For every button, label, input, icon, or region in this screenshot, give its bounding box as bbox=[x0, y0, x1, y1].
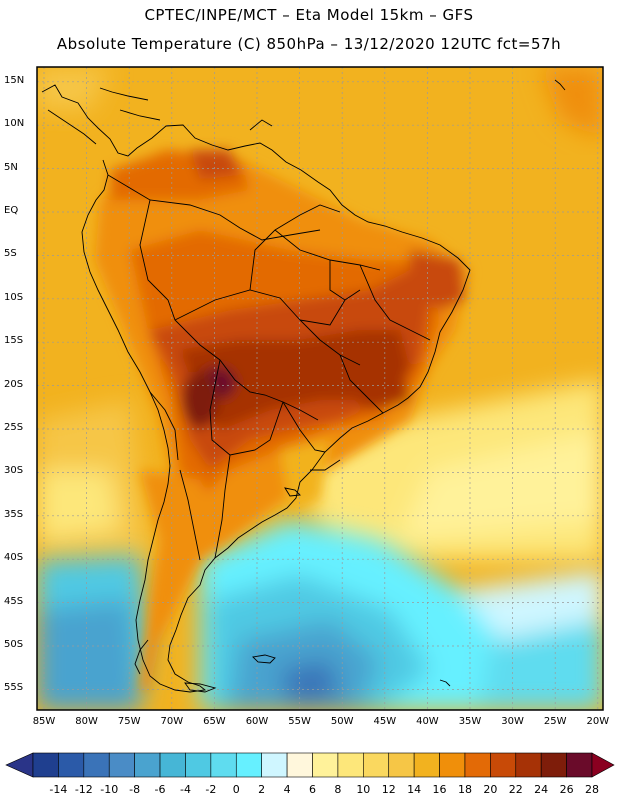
colorbar-swatch bbox=[83, 752, 110, 778]
latitude-tick-label: 10N bbox=[4, 118, 25, 130]
colorbar-tick-label: 14 bbox=[407, 783, 422, 796]
colorbar-swatch bbox=[286, 752, 313, 778]
colorbar-tick-label: 0 bbox=[232, 783, 240, 796]
longitude-tick-label: 30W bbox=[501, 716, 524, 727]
latitude-tick-label: 35S bbox=[4, 508, 24, 520]
longitude-tick-label: 60W bbox=[245, 716, 269, 727]
latitude-tick-label: 45S bbox=[4, 595, 24, 607]
latitude-tick-label: 10S bbox=[4, 291, 24, 303]
colorbar-swatch bbox=[235, 752, 262, 778]
colorbar-tick-label: 4 bbox=[283, 783, 291, 796]
colorbar-tick-label: 20 bbox=[483, 783, 498, 796]
colorbar-tick-label: 6 bbox=[309, 783, 316, 796]
latitude-tick-label: 15N bbox=[4, 74, 25, 86]
longitude-tick-label: 85W bbox=[32, 716, 56, 727]
longitude-tick-label: 55W bbox=[288, 716, 311, 727]
map-title-line2: Absolute Temperature (C) 850hPa – 13/12/… bbox=[56, 35, 562, 53]
map-title-line1: CPTEC/INPE/MCT – Eta Model 15km – GFS bbox=[144, 6, 474, 24]
graticule bbox=[37, 67, 603, 710]
longitude-tick-label: 65W bbox=[203, 716, 226, 727]
colorbar-tick-label: -14 bbox=[49, 783, 68, 796]
longitude-tick-label: 50W bbox=[330, 716, 354, 727]
colorbar-tick-label: 12 bbox=[381, 783, 396, 796]
colorbar bbox=[5, 752, 615, 778]
longitude-tick-label: 45W bbox=[373, 716, 397, 727]
map-frame bbox=[36, 66, 604, 711]
colorbar-swatch bbox=[363, 752, 390, 778]
colorbar-swatch bbox=[337, 752, 364, 778]
longitude-tick-label: 75W bbox=[117, 716, 141, 727]
colorbar-tick-label: 22 bbox=[508, 783, 523, 796]
colorbar-tick-label: 26 bbox=[559, 783, 574, 796]
latitude-tick-label: 55S bbox=[4, 682, 24, 694]
latitude-tick-label: 5N bbox=[4, 161, 18, 173]
colorbar-swatch bbox=[388, 752, 415, 778]
colorbar-swatch bbox=[261, 752, 288, 778]
colorbar-tick-label: 16 bbox=[432, 783, 447, 796]
colorbar-swatch bbox=[159, 752, 186, 778]
colorbar-swatch bbox=[134, 752, 161, 778]
colorbar-swatch bbox=[108, 752, 135, 778]
colorbar-swatch bbox=[185, 752, 212, 778]
longitude-tick-label: 20W bbox=[586, 716, 610, 727]
colorbar-swatch bbox=[312, 752, 339, 778]
colorbar-over-arrow bbox=[591, 752, 615, 778]
colorbar-swatch bbox=[515, 752, 542, 778]
latitude-tick-label: 30S bbox=[4, 465, 24, 477]
colorbar-tick-label: -12 bbox=[74, 783, 93, 796]
latitude-tick-label: 25S bbox=[4, 422, 24, 433]
latitude-tick-label: 40S bbox=[4, 552, 24, 564]
colorbar-tick-label: -6 bbox=[154, 783, 166, 796]
colorbar-tick-label: 8 bbox=[334, 783, 342, 796]
latitude-tick-label: EQ bbox=[4, 205, 19, 216]
colorbar-tick-label: 24 bbox=[534, 783, 549, 796]
colorbar-tick-label: 10 bbox=[356, 783, 371, 796]
temperature-field bbox=[37, 67, 603, 710]
colorbar-tick-label: -2 bbox=[205, 783, 217, 796]
colorbar-swatch bbox=[439, 752, 466, 778]
longitude-tick-label: 40W bbox=[416, 716, 439, 727]
longitude-tick-label: 35W bbox=[458, 716, 482, 727]
latitude-tick-label: 50S bbox=[4, 639, 24, 650]
coastlines bbox=[41, 79, 566, 693]
colorbar-swatch bbox=[413, 752, 440, 778]
colorbar-tick-label: -8 bbox=[129, 783, 141, 796]
colorbar-tick-label: 28 bbox=[585, 783, 599, 796]
colorbar-swatch bbox=[540, 752, 567, 778]
colorbar-swatch bbox=[464, 752, 491, 778]
longitude-tick-label: 80W bbox=[75, 716, 98, 727]
colorbar-under-arrow bbox=[5, 752, 34, 778]
colorbar-tick-label: -10 bbox=[100, 783, 119, 796]
colorbar-swatch bbox=[566, 752, 593, 778]
colorbar-swatch bbox=[58, 752, 85, 778]
colorbar-tick-label: -4 bbox=[179, 783, 191, 796]
colorbar-swatch bbox=[32, 752, 59, 778]
colorbar-swatch bbox=[490, 752, 517, 778]
longitude-tick-label: 25W bbox=[543, 716, 567, 727]
colorbar-tick-label: 2 bbox=[258, 783, 266, 796]
colorbar-swatch bbox=[210, 752, 237, 778]
colorbar-tick-label: 18 bbox=[457, 783, 472, 796]
latitude-tick-label: 15S bbox=[4, 335, 24, 347]
latitude-tick-label: 5S bbox=[4, 248, 17, 260]
longitude-tick-label: 70W bbox=[160, 716, 184, 727]
latitude-tick-label: 20S bbox=[4, 378, 24, 390]
